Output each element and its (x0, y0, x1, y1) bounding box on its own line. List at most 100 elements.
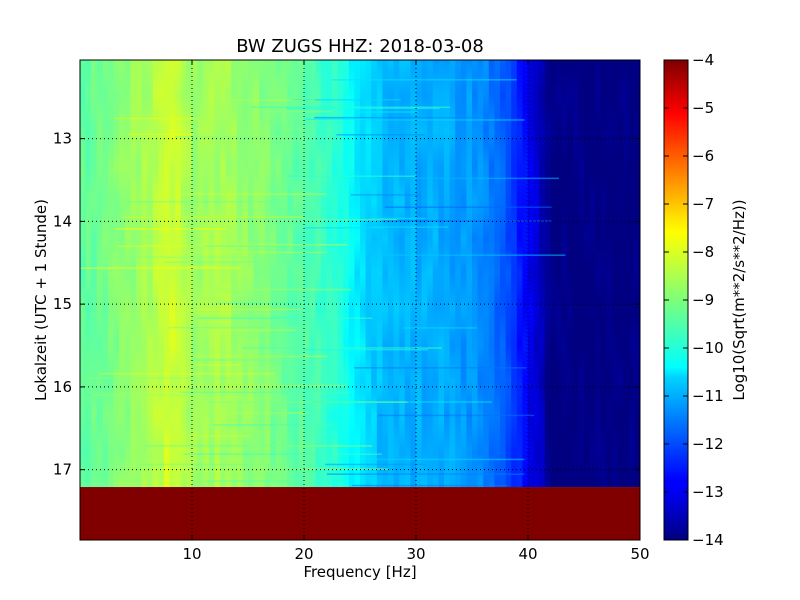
spectrogram-column (343, 60, 350, 488)
spectrogram-column (292, 60, 299, 488)
spectrogram-streak (100, 372, 275, 375)
spectrogram-column (326, 60, 333, 488)
spectrogram-column (136, 60, 143, 488)
spectrogram-column (432, 60, 439, 488)
chart-title: BW ZUGS HHZ: 2018-03-08 (236, 36, 484, 57)
spectrogram-column (113, 60, 120, 488)
spectrogram-streak (336, 134, 425, 136)
colorbar-tick-label: −13 (692, 483, 724, 501)
spectrogram-column (360, 60, 367, 488)
spectrogram-streak (405, 177, 559, 180)
spectrogram-column (91, 60, 98, 488)
spectrogram-streak (381, 220, 552, 222)
spectrogram-streak (350, 194, 421, 196)
spectrogram-column (180, 60, 187, 488)
spectrogram-streak (175, 136, 265, 138)
spectrogram-column (634, 60, 640, 488)
spectrogram-column (404, 60, 411, 488)
spectrogram-column (320, 60, 327, 488)
spectrogram-column (416, 60, 423, 488)
spectrogram-column (438, 60, 445, 488)
spectrogram-column (197, 60, 204, 488)
spectrogram-column (225, 60, 232, 488)
colorbar-tick-label: −5 (692, 99, 714, 117)
spectrogram-column (544, 60, 551, 488)
spectrogram-streak (365, 458, 525, 461)
spectrogram-column (483, 60, 490, 488)
spectrogram-column (376, 60, 383, 488)
spectrogram-streak (114, 117, 199, 120)
spectrogram-column (253, 60, 260, 488)
spectrogram-column (287, 60, 294, 488)
spectrogram-streak (204, 245, 300, 247)
spectrogram-streak (331, 79, 517, 81)
spectrogram-column (466, 60, 473, 488)
spectrogram-streak (235, 445, 373, 447)
spectrogram-column (393, 60, 400, 488)
spectrogram-column (264, 60, 271, 488)
spectrogram-column (332, 60, 339, 488)
spectrogram-column (186, 60, 193, 488)
spectrogram-column (130, 60, 137, 488)
spectrogram-streak (292, 99, 401, 101)
spectrogram-column (421, 60, 428, 488)
spectrogram-streak (198, 384, 346, 387)
masked-region (80, 487, 640, 540)
x-axis-ticks: 10 20 30 40 50 (182, 60, 650, 563)
spectrogram-column (141, 60, 148, 488)
spectrogram-streak (370, 226, 449, 228)
colorbar-tick-label: −8 (692, 243, 714, 261)
spectrogram-streak (117, 245, 188, 248)
spectrogram-streak (194, 468, 389, 470)
spectrogram-streak (360, 111, 418, 113)
spectrogram-column (208, 60, 215, 488)
spectrogram-streak (115, 228, 226, 230)
spectrogram-streak (226, 412, 310, 414)
spectrogram-column (488, 60, 495, 488)
colorbar-tick-label: −9 (692, 291, 714, 309)
y-tick-label: 17 (53, 461, 72, 479)
spectrogram-streak (168, 308, 300, 311)
colorbar-tick-label: −7 (692, 195, 714, 213)
x-tick-label: 50 (630, 545, 649, 563)
y-tick-label: 16 (53, 378, 72, 396)
spectrogram-column (410, 60, 417, 488)
spectrogram-column (119, 60, 126, 488)
spectrogram-streak (197, 317, 373, 320)
spectrogram-column (427, 60, 434, 488)
spectrogram-column (152, 60, 159, 488)
spectrogram-streak (242, 218, 398, 221)
colorbar-tick-label: −10 (692, 339, 724, 357)
y-axis-label: Lokalzeit (UTC + 1 Stunde) (32, 199, 50, 401)
spectrogram-column (455, 60, 462, 488)
spectrogram-column (449, 60, 456, 488)
x-tick-label: 20 (294, 545, 313, 563)
spectrogram-column (371, 60, 378, 488)
spectrogram-column (236, 60, 243, 488)
spectrogram-column (337, 60, 344, 488)
spectrogram-column (595, 60, 602, 488)
spectrogram-streak (120, 216, 305, 218)
spectrogram-column (304, 60, 311, 488)
spectrogram-streak (190, 355, 329, 358)
spectrogram-image (80, 60, 640, 540)
spectrogram-streak (262, 110, 333, 113)
spectrogram-column (528, 60, 535, 488)
spectrogram-column (388, 60, 395, 488)
colorbar-tick-label: −4 (692, 51, 714, 69)
spectrogram-streak (325, 463, 427, 466)
colorbar-label: Log10(Sqrt(m**2/s**2/Hz)) (730, 199, 748, 400)
spectrogram-column (365, 60, 372, 488)
x-tick-label: 10 (182, 545, 201, 563)
spectrogram-column (242, 60, 249, 488)
spectrogram-column (533, 60, 540, 488)
spectrogram-column (102, 60, 109, 488)
spectrogram-column (617, 60, 624, 488)
spectrogram-column (567, 60, 574, 488)
spectrogram-column (124, 60, 131, 488)
spectrogram-streak (80, 267, 240, 269)
spectrogram-streak (188, 435, 251, 437)
spectrogram-streak (163, 261, 267, 264)
spectrogram-column (158, 60, 165, 488)
plot-frame (79, 59, 641, 541)
